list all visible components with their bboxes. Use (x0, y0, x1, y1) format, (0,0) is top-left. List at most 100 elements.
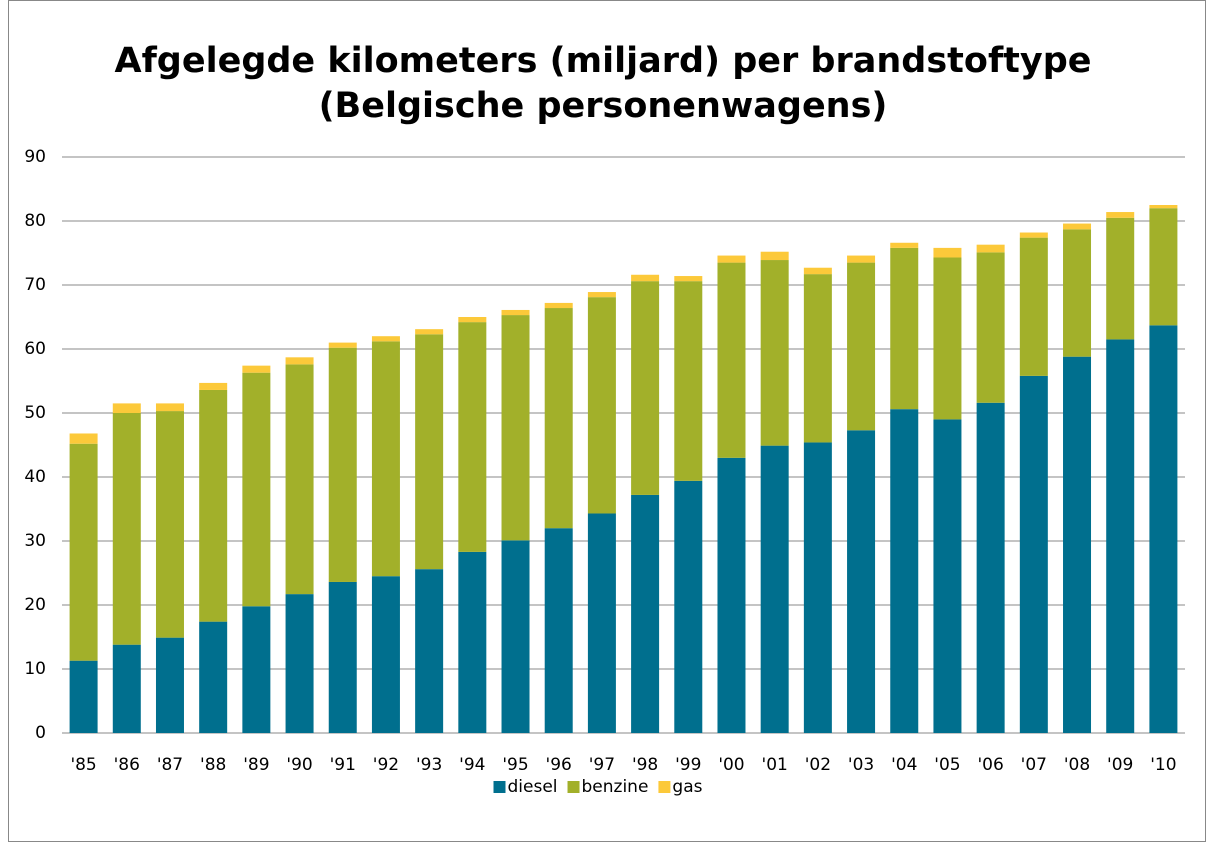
x-tick-label: '10 (1150, 755, 1176, 775)
x-tick-label: '86 (114, 755, 140, 775)
legend-label: gas (672, 777, 702, 797)
bar-segment (1063, 356, 1092, 733)
bar-segment (371, 341, 400, 577)
bar-segment (890, 247, 919, 410)
bar-segment (1149, 325, 1178, 733)
x-tick-label: '01 (762, 755, 788, 775)
bar-segment (890, 409, 919, 733)
bar-segment (803, 274, 832, 443)
bar-segment (717, 262, 746, 458)
bar-segment (199, 621, 228, 733)
bar-segment (933, 419, 962, 733)
x-tick-label: '09 (1107, 755, 1133, 775)
bar-segment (1149, 205, 1178, 209)
bar-segment (69, 660, 98, 733)
legend-swatch (493, 781, 506, 793)
bar-segment (717, 457, 746, 733)
bar-segment (69, 433, 98, 444)
bar-segment (1019, 237, 1048, 376)
bar-segment (415, 334, 444, 570)
bar-segment (371, 576, 400, 733)
x-tick-label: '07 (1021, 755, 1047, 775)
legend-label: benzine (582, 777, 649, 797)
x-tick-label: '05 (934, 755, 960, 775)
x-tick-label: '85 (70, 755, 96, 775)
bar-segment (1063, 229, 1092, 357)
bar-segment (976, 244, 1005, 253)
bar-segment (933, 247, 962, 258)
y-tick-label: 0 (35, 723, 46, 743)
x-tick-label: '89 (243, 755, 269, 775)
chart-subtitle: (Belgische personenwagens) (319, 86, 888, 126)
x-tick-label: '04 (891, 755, 917, 775)
bar-segment (1149, 208, 1178, 326)
bar-segment (458, 322, 487, 552)
bar-segment (717, 255, 746, 263)
y-tick-label: 60 (24, 339, 46, 359)
y-tick-label: 50 (24, 403, 46, 423)
bar-segment (1019, 375, 1048, 733)
bar-segment (328, 347, 357, 582)
x-tick-label: '00 (718, 755, 744, 775)
bar-segment (847, 430, 876, 733)
x-tick-label: '90 (286, 755, 312, 775)
bar-segment (631, 274, 660, 282)
x-tick-label: '93 (416, 755, 442, 775)
bar-segment (155, 403, 184, 412)
bar-segment (760, 260, 789, 446)
y-tick-label: 30 (24, 531, 46, 551)
bar-segment (371, 336, 400, 342)
bar-segment (631, 281, 660, 495)
x-tick-label: '92 (373, 755, 399, 775)
bar-segment (803, 267, 832, 275)
legend-swatch (658, 781, 671, 793)
bar-segment (199, 382, 228, 390)
y-tick-label: 10 (24, 659, 46, 679)
x-tick-label: '88 (200, 755, 226, 775)
legend-label: diesel (508, 777, 558, 797)
bar-segment (1019, 232, 1048, 238)
bar-segment (242, 606, 271, 733)
bar-segment (415, 329, 444, 335)
bar-segment (587, 292, 616, 298)
bar-segment (933, 257, 962, 420)
bar-segment (458, 317, 487, 323)
x-tick-label: '06 (977, 755, 1003, 775)
y-tick-label: 90 (24, 147, 46, 167)
bar-segment (285, 357, 314, 365)
y-tick-label: 70 (24, 275, 46, 295)
y-tick-label: 20 (24, 595, 46, 615)
bar-segment (674, 480, 703, 733)
bar-segment (501, 309, 530, 316)
x-tick-label: '08 (1064, 755, 1090, 775)
bar-segment (890, 242, 919, 248)
bar-segment (501, 315, 530, 541)
bar-segment (976, 252, 1005, 403)
x-tick-label: '87 (157, 755, 183, 775)
bar-segment (587, 513, 616, 733)
bar-segment (155, 637, 184, 733)
x-tick-label: '95 (502, 755, 528, 775)
x-tick-label: '03 (848, 755, 874, 775)
bar-segment (199, 389, 228, 622)
chart-title: Afgelegde kilometers (miljard) per brand… (114, 41, 1091, 81)
bar-segment (285, 594, 314, 733)
bar-segment (847, 262, 876, 431)
x-tick-label: '99 (675, 755, 701, 775)
x-tick-label: '91 (330, 755, 356, 775)
bar-segment (1106, 212, 1135, 218)
bar-segment (112, 413, 141, 645)
x-tick-label: '97 (589, 755, 615, 775)
y-tick-label: 80 (24, 211, 46, 231)
bar-segment (760, 251, 789, 261)
bar-segment (415, 569, 444, 733)
bar-segment (544, 528, 573, 733)
bar-segment (544, 308, 573, 529)
bar-segment (1063, 223, 1092, 230)
bar-segment (458, 551, 487, 733)
bar-segment (1106, 339, 1135, 733)
x-tick-label: '96 (546, 755, 572, 775)
bar-segment (501, 540, 530, 733)
bar-segment (242, 365, 271, 373)
